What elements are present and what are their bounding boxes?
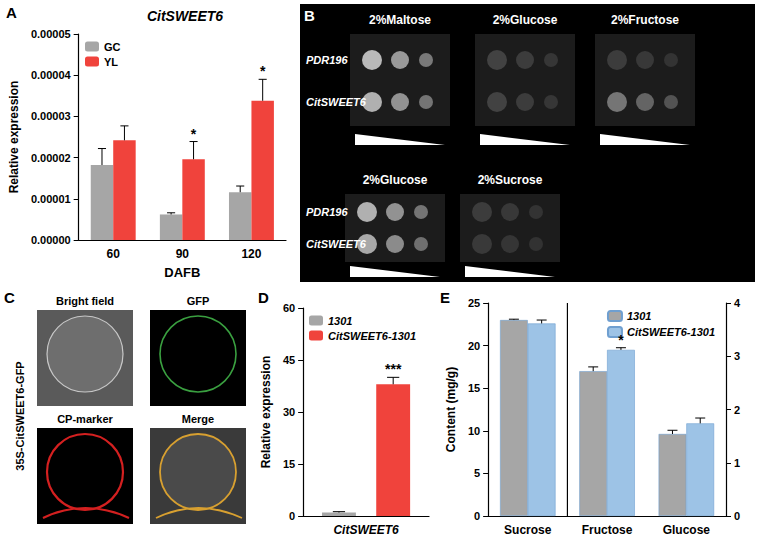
svg-text:*: * — [618, 332, 624, 348]
svg-text:4: 4 — [734, 297, 741, 309]
svg-text:45: 45 — [283, 354, 295, 366]
svg-text:PDR196: PDR196 — [306, 206, 348, 218]
svg-text:DAFB: DAFB — [164, 265, 200, 280]
html-text:E: E — [440, 289, 450, 306]
svg-text:CitSWEET6-1301: CitSWEET6-1301 — [328, 330, 416, 342]
svg-text:*: * — [260, 63, 266, 79]
svg-text:60: 60 — [107, 247, 121, 261]
svg-text:YL: YL — [104, 56, 118, 68]
svg-text:Fructose: Fructose — [582, 523, 633, 537]
svg-text:2%Glucose: 2%Glucose — [363, 173, 428, 187]
svg-text:2%Glucose: 2%Glucose — [493, 13, 558, 27]
svg-text:*: * — [191, 126, 197, 142]
svg-text:CitSWEET6: CitSWEET6 — [306, 238, 367, 250]
svg-text:3: 3 — [734, 350, 740, 362]
svg-text:15: 15 — [468, 382, 480, 394]
svg-text:10: 10 — [468, 425, 480, 437]
svg-text:CitSWEET6-1301: CitSWEET6-1301 — [627, 326, 715, 338]
svg-text:0.00003: 0.00003 — [31, 110, 71, 122]
html-text:A: A — [6, 4, 17, 21]
svg-text:60: 60 — [283, 302, 295, 314]
svg-text:2: 2 — [734, 404, 740, 416]
svg-text:0: 0 — [474, 510, 480, 522]
svg-text:2%Fructose: 2%Fructose — [611, 13, 679, 27]
svg-text:Bright field: Bright field — [56, 295, 114, 307]
html-text:D: D — [258, 289, 269, 306]
svg-text:25: 25 — [468, 297, 480, 309]
svg-text:5: 5 — [474, 467, 480, 479]
svg-text:90: 90 — [176, 247, 190, 261]
svg-text:Merge: Merge — [182, 413, 214, 425]
svg-text:30: 30 — [283, 406, 295, 418]
svg-text:0.00000: 0.00000 — [31, 234, 71, 246]
svg-text:0.00002: 0.00002 — [31, 152, 71, 164]
svg-text:CP-marker: CP-marker — [57, 413, 113, 425]
svg-text:***: *** — [385, 361, 402, 377]
svg-text:20: 20 — [468, 340, 480, 352]
html-text:B: B — [304, 7, 315, 24]
svg-text:CitSWEET6: CitSWEET6 — [147, 8, 223, 24]
svg-text:Relative expression: Relative expression — [7, 81, 21, 194]
svg-text:0: 0 — [289, 510, 295, 522]
svg-text:GFP: GFP — [187, 295, 210, 307]
svg-text:Content (mg/g): Content (mg/g) — [444, 367, 458, 452]
svg-text:0: 0 — [734, 510, 740, 522]
svg-text:35S-CitSWEET6-GFP: 35S-CitSWEET6-GFP — [14, 361, 26, 470]
svg-text:2%Maltose: 2%Maltose — [369, 13, 431, 27]
svg-text:Glucose: Glucose — [663, 523, 711, 537]
html-text:C: C — [4, 289, 15, 306]
svg-text:CitSWEET6: CitSWEET6 — [306, 96, 367, 108]
svg-text:0.00004: 0.00004 — [31, 69, 72, 81]
svg-text:1301: 1301 — [627, 310, 651, 322]
svg-text:1: 1 — [734, 457, 740, 469]
svg-text:CitSWEET6: CitSWEET6 — [333, 523, 399, 537]
svg-text:120: 120 — [241, 247, 261, 261]
svg-text:2%Sucrose: 2%Sucrose — [478, 173, 543, 187]
svg-text:Sucrose: Sucrose — [504, 523, 552, 537]
svg-text:Relative expression: Relative expression — [259, 356, 273, 469]
svg-text:0.00001: 0.00001 — [31, 193, 71, 205]
svg-text:GC: GC — [104, 41, 121, 53]
svg-text:15: 15 — [283, 458, 295, 470]
svg-text:0.00005: 0.00005 — [31, 28, 71, 40]
svg-text:1301: 1301 — [328, 315, 352, 327]
svg-text:PDR196: PDR196 — [306, 54, 348, 66]
